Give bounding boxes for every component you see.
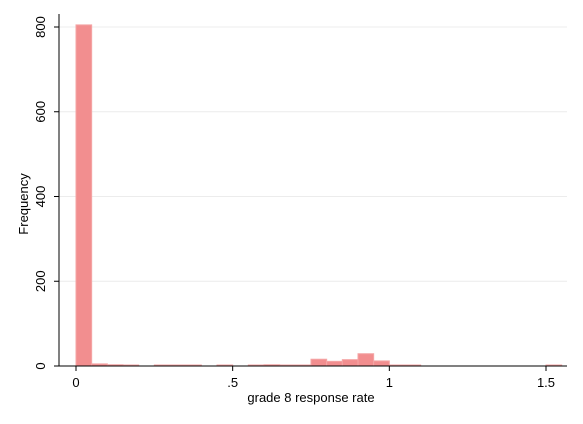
histogram-bar-17 <box>341 359 359 367</box>
y-tick-label-200: 200 <box>33 270 48 292</box>
y-tick-label-400: 400 <box>33 186 48 208</box>
x-axis-title: grade 8 response rate <box>247 390 374 405</box>
axes <box>58 14 567 367</box>
gridlines <box>59 26 567 282</box>
x-tick-label-0: 0 <box>72 375 79 390</box>
x-tick-label-3: 1.5 <box>537 375 555 390</box>
histogram-bar-16 <box>326 360 343 367</box>
y-tick-label-0: 0 <box>33 362 48 369</box>
histogram-bar-0 <box>75 24 93 367</box>
histogram-bar-15 <box>310 358 328 367</box>
x-tick-label-1: .5 <box>227 375 238 390</box>
y-axis-ticks: 0 200 400 600 800 <box>33 16 59 370</box>
x-tick-label-2: 1 <box>386 375 393 390</box>
y-axis-title: Frequency <box>16 173 31 235</box>
histogram-bar-18 <box>357 353 375 367</box>
histogram-bar-19 <box>373 360 390 367</box>
y-tick-label-800: 800 <box>33 16 48 38</box>
y-tick-label-600: 600 <box>33 101 48 123</box>
x-axis-ticks: 0 .5 1 1.5 <box>72 366 555 390</box>
histogram-bars <box>75 24 563 367</box>
